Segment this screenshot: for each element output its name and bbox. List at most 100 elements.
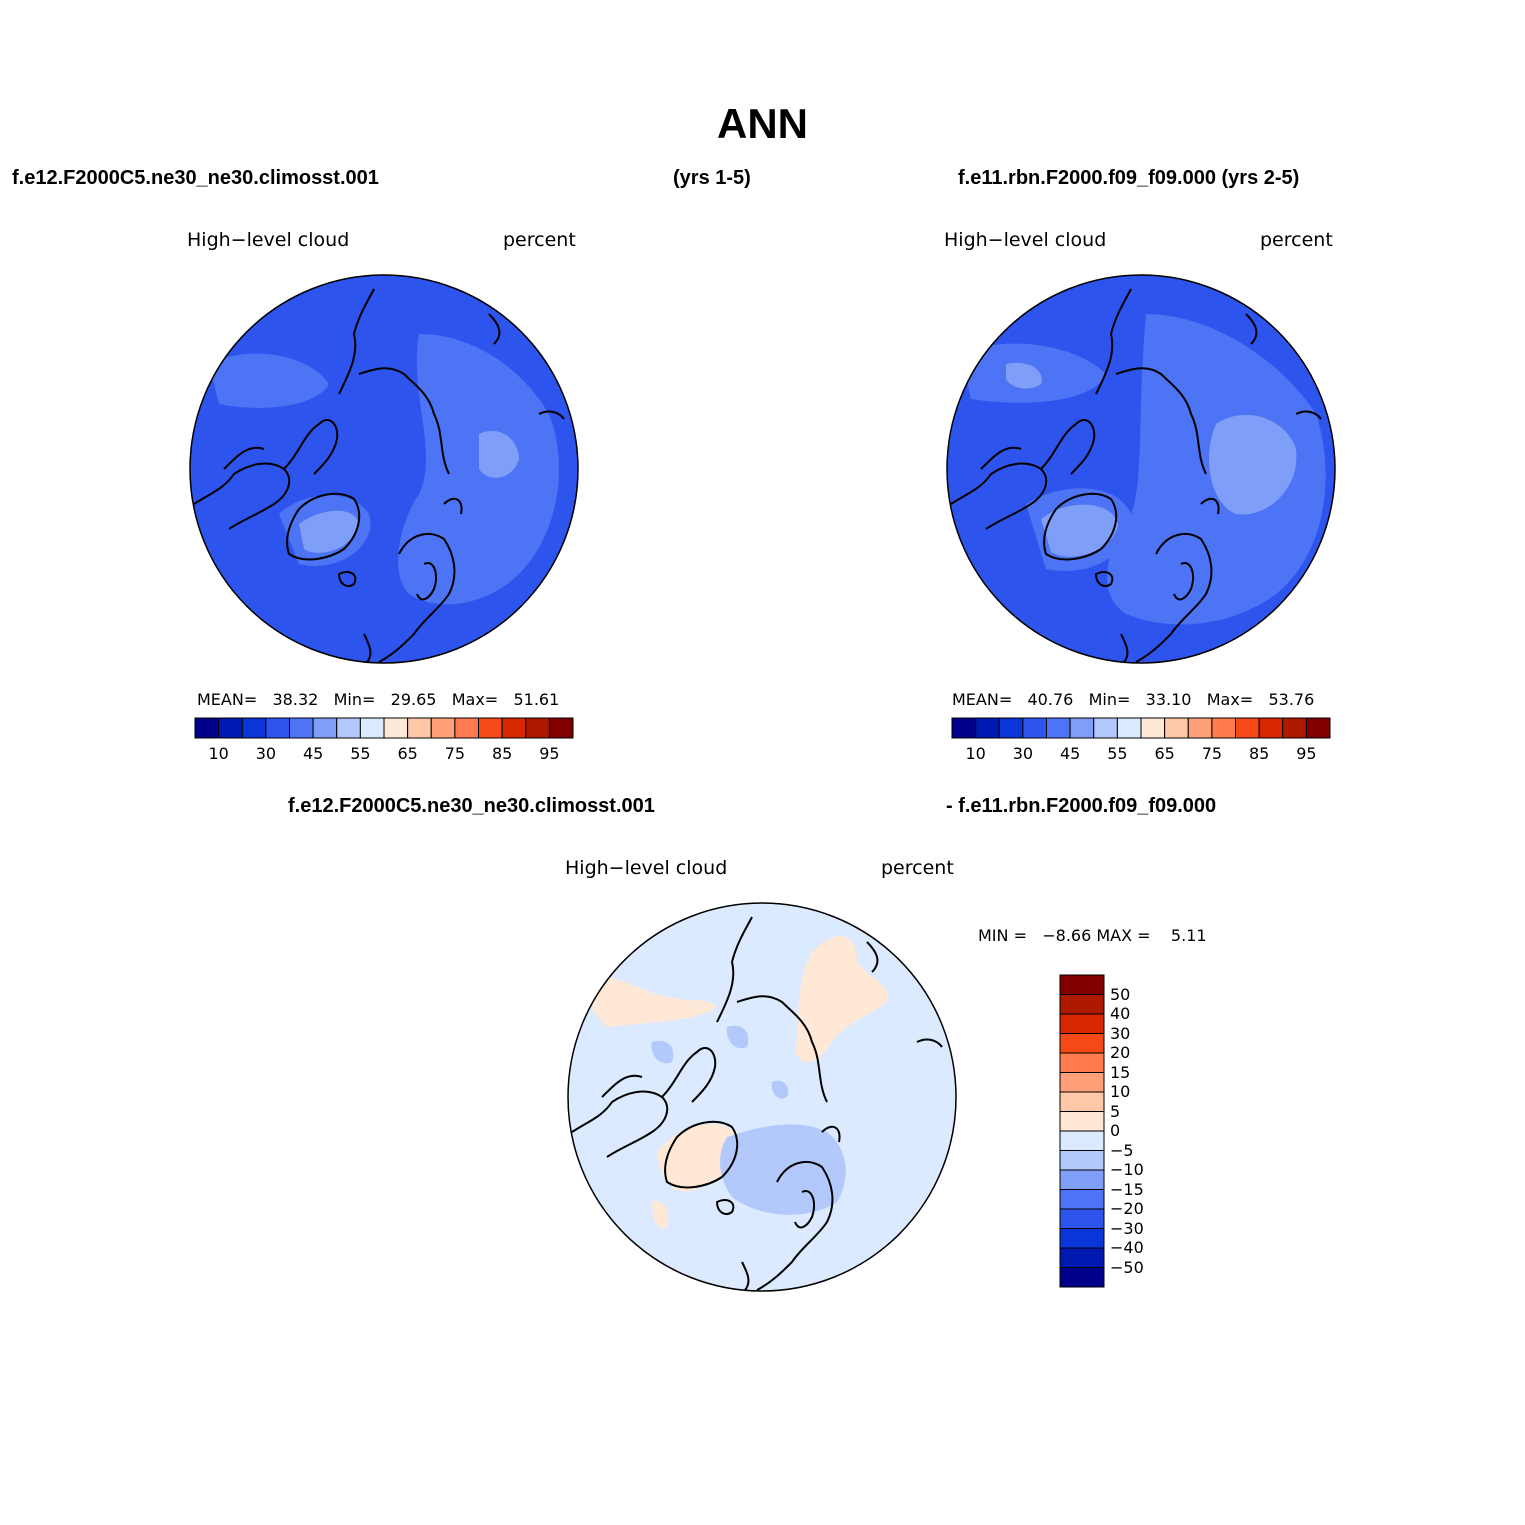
left-colorbar-swatch [359,717,385,739]
diff-colorbar-tick-label: −40 [1110,1238,1144,1257]
right-coastlines [950,288,1322,663]
diff-variable-label: High−level cloud [565,857,728,879]
right-colorbar-swatch [1258,717,1284,739]
left-colorbar-labels: 10 30 45 55 65 75 85 95 [195,744,573,764]
right-max-label: Max= [1206,690,1254,709]
left-colorbar-tick-label: 45 [302,744,324,763]
right-polar-map [946,274,1336,664]
left-case-years: (yrs 1-5) [673,167,751,189]
diff-colorbar-swatch [1059,1228,1105,1249]
diff-colorbar-swatch [1059,1208,1105,1229]
right-colorbar-tick-label: 75 [1201,744,1223,763]
right-max-value: 53.76 [1268,690,1315,709]
page-title: ANN [717,100,808,147]
right-colorbar-swatch [1235,717,1260,739]
left-map-light-patch [299,510,359,553]
diff-colorbar-swatch [1059,994,1105,1015]
right-variable-label: High−level cloud [944,229,1107,251]
right-map-border [946,274,1336,664]
right-colorbar-swatch [1282,717,1307,739]
diff-map-positive-patch [795,935,888,1063]
diff-colorbar-swatch [1059,1150,1105,1171]
left-mean-label: MEAN= [197,690,258,709]
diff-map-negative-patch [726,1025,749,1049]
left-colorbar-tick-label: 30 [255,744,277,763]
left-colorbar-swatch [312,717,338,739]
left-colorbar-swatch [241,717,267,739]
diff-stats: MIN = −8.66 MAX = 5.11 [978,926,1207,945]
diff-map-positive-patch [657,1124,743,1192]
diff-colorbar-tick-label: 30 [1110,1023,1131,1043]
left-max-value: 51.61 [513,690,560,709]
diff-colorbar-tick-label: 5 [1110,1101,1121,1121]
left-colorbar-swatch [194,717,220,739]
diff-colorbar-tick-label: 15 [1110,1062,1131,1082]
diff-map-positive-patch [585,977,717,1027]
right-mean-value: 40.76 [1027,690,1074,709]
right-colorbar-tick-label: 65 [1154,744,1175,763]
diff-colorbar-swatch [1059,1013,1105,1034]
diff-case-b-title: - f.e11.rbn.F2000.f09_f09.000 [946,795,1217,817]
left-coastlines [193,288,565,663]
left-variable-label: High−level cloud [187,229,350,251]
diff-colorbar [1059,974,1105,1288]
diff-coastlines [571,916,943,1291]
diff-colorbar-tick-label: 40 [1110,1004,1131,1023]
left-colorbar-swatch [548,717,574,739]
right-colorbar-tick-label: 45 [1059,744,1081,763]
left-colorbar-swatch [430,717,456,739]
left-colorbar-swatch [501,717,527,739]
left-colorbar-tick-label: 85 [491,744,513,763]
left-max-label: Max= [451,690,499,709]
diff-colorbar-tick-label: −5 [1110,1140,1134,1160]
right-colorbar-tick-label: 55 [1107,744,1128,763]
diff-colorbar-swatch [1059,1111,1105,1132]
left-colorbar-tick-label: 55 [350,744,371,763]
diff-colorbar-tick-label: 20 [1110,1043,1131,1062]
diff-colorbar-swatch [1059,974,1105,995]
right-colorbar-swatch [1164,717,1189,739]
left-map-patch [209,353,329,408]
right-units-label: percent [1260,229,1333,251]
left-mean-value: 38.32 [272,690,319,709]
left-colorbar-swatch [336,717,361,739]
right-colorbar-swatch [951,717,977,739]
diff-colorbar-swatch [1059,1267,1105,1288]
diff-map-negative-patch [720,1124,846,1215]
diff-min-value: −8.66 [1042,926,1092,945]
left-colorbar-tick-label: 65 [397,744,418,763]
left-colorbar-swatch [218,717,243,739]
right-colorbar-swatch [1305,717,1331,739]
diff-colorbar-swatch [1059,1247,1105,1268]
diff-map-negative-patch [771,1080,789,1099]
diff-colorbar-tick-label: −10 [1110,1160,1144,1179]
right-colorbar-labels: 10 30 45 55 65 75 85 95 [952,744,1330,764]
diff-map-base-field [568,903,956,1291]
left-colorbar-tick-label: 95 [539,744,560,763]
left-min-label: Min= [333,690,376,709]
right-colorbar-swatch [1211,717,1236,739]
diff-colorbar-swatch [1059,1189,1105,1210]
right-colorbar-tick-label: 10 [965,744,986,763]
left-map-light-patch [479,430,519,478]
diff-colorbar-tick-label: 50 [1110,984,1131,1004]
right-case-title: f.e11.rbn.F2000.f09_f09.000 (yrs 2-5) [958,167,1300,189]
diff-colorbar-labels: 50 40 30 20 15 10 5 0 −5 −10 −15 −20 −30 −40 −50 [1110,975,1170,1288]
right-colorbar-swatch [1187,717,1213,739]
diff-colorbar-tick-label: −20 [1110,1199,1144,1218]
diff-polar-map [567,902,957,1292]
right-colorbar-swatch [1116,717,1142,739]
diff-colorbar-tick-label: 10 [1110,1082,1131,1101]
diff-map-positive-patch [652,1201,669,1229]
left-colorbar-swatch [478,717,503,739]
diff-min-label: MIN = [978,926,1027,945]
diff-max-value: 5.11 [1170,926,1207,945]
right-map-light-patch [1208,414,1297,515]
left-case-title: f.e12.F2000C5.ne30_ne30.climosst.001 [12,167,379,189]
left-colorbar-tick-label: 75 [444,744,466,763]
left-colorbar-swatch [407,717,432,739]
right-colorbar-swatch [975,717,1000,739]
left-polar-map [189,274,579,664]
left-colorbar-swatch [289,717,314,739]
diff-colorbar-swatch [1059,1130,1105,1151]
